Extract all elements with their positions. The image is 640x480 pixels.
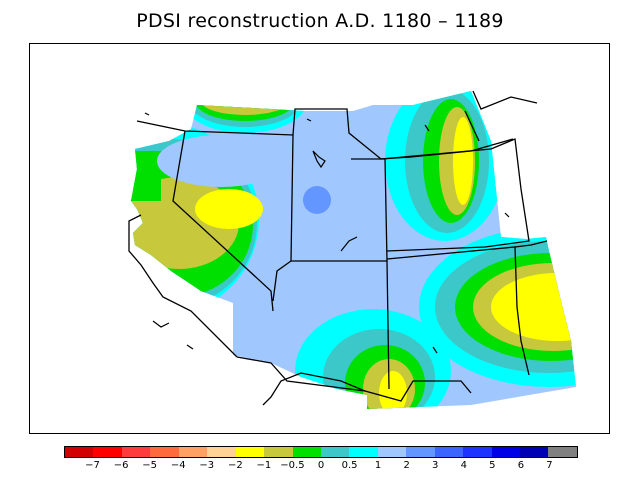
legend-swatch bbox=[292, 447, 321, 457]
legend-tick-label: −6 bbox=[113, 460, 129, 471]
map-frame bbox=[29, 43, 610, 434]
legend-tick-label: 4 bbox=[460, 460, 467, 471]
legend-swatch bbox=[65, 447, 94, 457]
legend-swatch bbox=[121, 447, 151, 457]
pdsi-legend-labels: −7 −6 −5 −4 −3 −2 −1 −0.5 0 0.5 1 2 3 4 5 6 7 bbox=[0, 460, 640, 474]
legend-swatch bbox=[320, 447, 350, 457]
legend-swatch bbox=[491, 447, 520, 457]
legend-tick-label: −3 bbox=[199, 460, 215, 471]
lake-outlines bbox=[144, 112, 510, 354]
legend-swatch bbox=[463, 447, 492, 457]
state-boundaries bbox=[128, 90, 548, 406]
legend-tick-label: 7 bbox=[546, 460, 553, 471]
legend-tick-label: −7 bbox=[85, 460, 100, 471]
legend-tick-label: −4 bbox=[170, 460, 186, 471]
pdsi-map bbox=[128, 90, 576, 409]
map-title: PDSI reconstruction A.D. 1180 – 1189 bbox=[136, 10, 504, 32]
legend-swatch bbox=[548, 447, 577, 457]
legend-swatch bbox=[178, 447, 208, 457]
legend-tick-label: 5 bbox=[489, 460, 496, 471]
legend-swatch bbox=[264, 447, 293, 457]
legend-swatch bbox=[349, 447, 378, 457]
legend-swatch bbox=[235, 447, 265, 457]
legend-tick-label: 1 bbox=[374, 460, 382, 471]
legend-tick-label: 6 bbox=[517, 460, 525, 471]
legend-swatch bbox=[207, 447, 236, 457]
legend-swatch bbox=[406, 447, 435, 457]
legend-tick-label: 3 bbox=[432, 460, 439, 471]
legend-tick-label: 2 bbox=[403, 460, 410, 471]
legend-swatch bbox=[93, 447, 122, 457]
legend-swatch bbox=[434, 447, 464, 457]
pdsi-color-legend bbox=[64, 446, 578, 458]
legend-swatch bbox=[377, 447, 407, 457]
legend-tick-label: −0.5 bbox=[280, 460, 305, 471]
legend-tick-label: −5 bbox=[142, 460, 158, 471]
legend-tick-label: −1 bbox=[256, 460, 272, 471]
legend-tick-label: 0 bbox=[317, 460, 325, 471]
legend-swatch bbox=[520, 447, 549, 457]
legend-tick-label: 0.5 bbox=[341, 460, 358, 471]
legend-swatch bbox=[150, 447, 179, 457]
legend-tick-label: −2 bbox=[227, 460, 243, 471]
pdsi-contour-fill bbox=[131, 91, 576, 409]
